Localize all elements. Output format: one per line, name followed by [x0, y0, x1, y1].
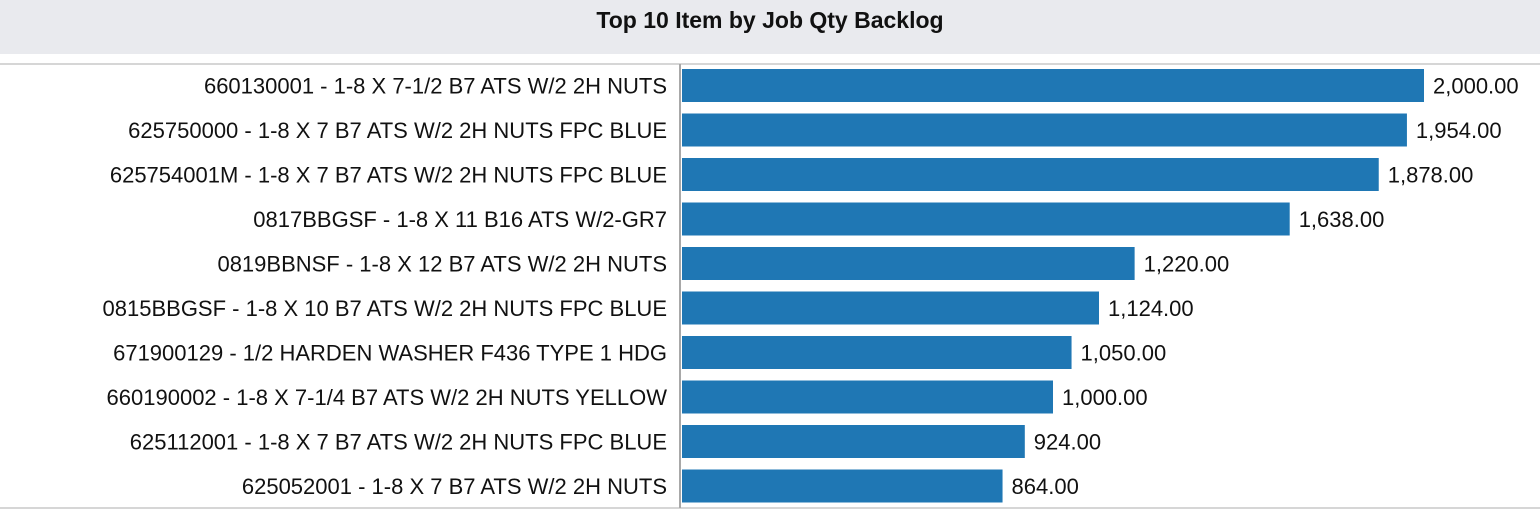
bar[interactable] [682, 113, 1407, 147]
chart-header: Top 10 Item by Job Qty Backlog [0, 0, 1540, 54]
bar[interactable] [682, 69, 1424, 102]
bar[interactable] [682, 469, 1003, 503]
value-label: 1,954.00 [1416, 118, 1502, 143]
value-label: 1,124.00 [1108, 296, 1194, 321]
value-label: 1,000.00 [1062, 385, 1148, 410]
category-label: 660130001 - 1-8 X 7-1/2 B7 ATS W/2 2H NU… [204, 74, 667, 99]
category-label: 625754001M - 1-8 X 7 B7 ATS W/2 2H NUTS … [110, 163, 667, 188]
category-label: 660190002 - 1-8 X 7-1/4 B7 ATS W/2 2H NU… [107, 385, 668, 410]
bar[interactable] [682, 336, 1072, 369]
value-label: 924.00 [1034, 430, 1101, 455]
chart-title: Top 10 Item by Job Qty Backlog [596, 6, 944, 33]
bar[interactable] [682, 291, 1100, 325]
value-label: 1,638.00 [1299, 207, 1385, 232]
value-label: 864.00 [1012, 474, 1079, 499]
value-label: 1,220.00 [1144, 252, 1230, 277]
category-label: 0815BBGSF - 1-8 X 10 B7 ATS W/2 2H NUTS … [103, 296, 667, 321]
category-label: 671900129 - 1/2 HARDEN WASHER F436 TYPE … [113, 341, 667, 366]
value-label: 1,050.00 [1081, 341, 1167, 366]
category-label: 625052001 - 1-8 X 7 B7 ATS W/2 2H NUTS [242, 474, 667, 499]
value-label: 2,000.00 [1433, 74, 1519, 99]
category-label: 0817BBGSF - 1-8 X 11 B16 ATS W/2-GR7 [253, 207, 667, 232]
bar[interactable] [682, 425, 1025, 458]
value-label: 1,878.00 [1388, 163, 1474, 188]
bar[interactable] [682, 158, 1379, 191]
bar[interactable] [682, 380, 1053, 414]
bar[interactable] [682, 202, 1290, 236]
category-label: 625750000 - 1-8 X 7 B7 ATS W/2 2H NUTS F… [128, 118, 667, 143]
bar[interactable] [682, 247, 1135, 280]
category-label: 0819BBNSF - 1-8 X 12 B7 ATS W/2 2H NUTS [217, 252, 667, 277]
category-label: 625112001 - 1-8 X 7 B7 ATS W/2 2H NUTS F… [130, 430, 667, 455]
